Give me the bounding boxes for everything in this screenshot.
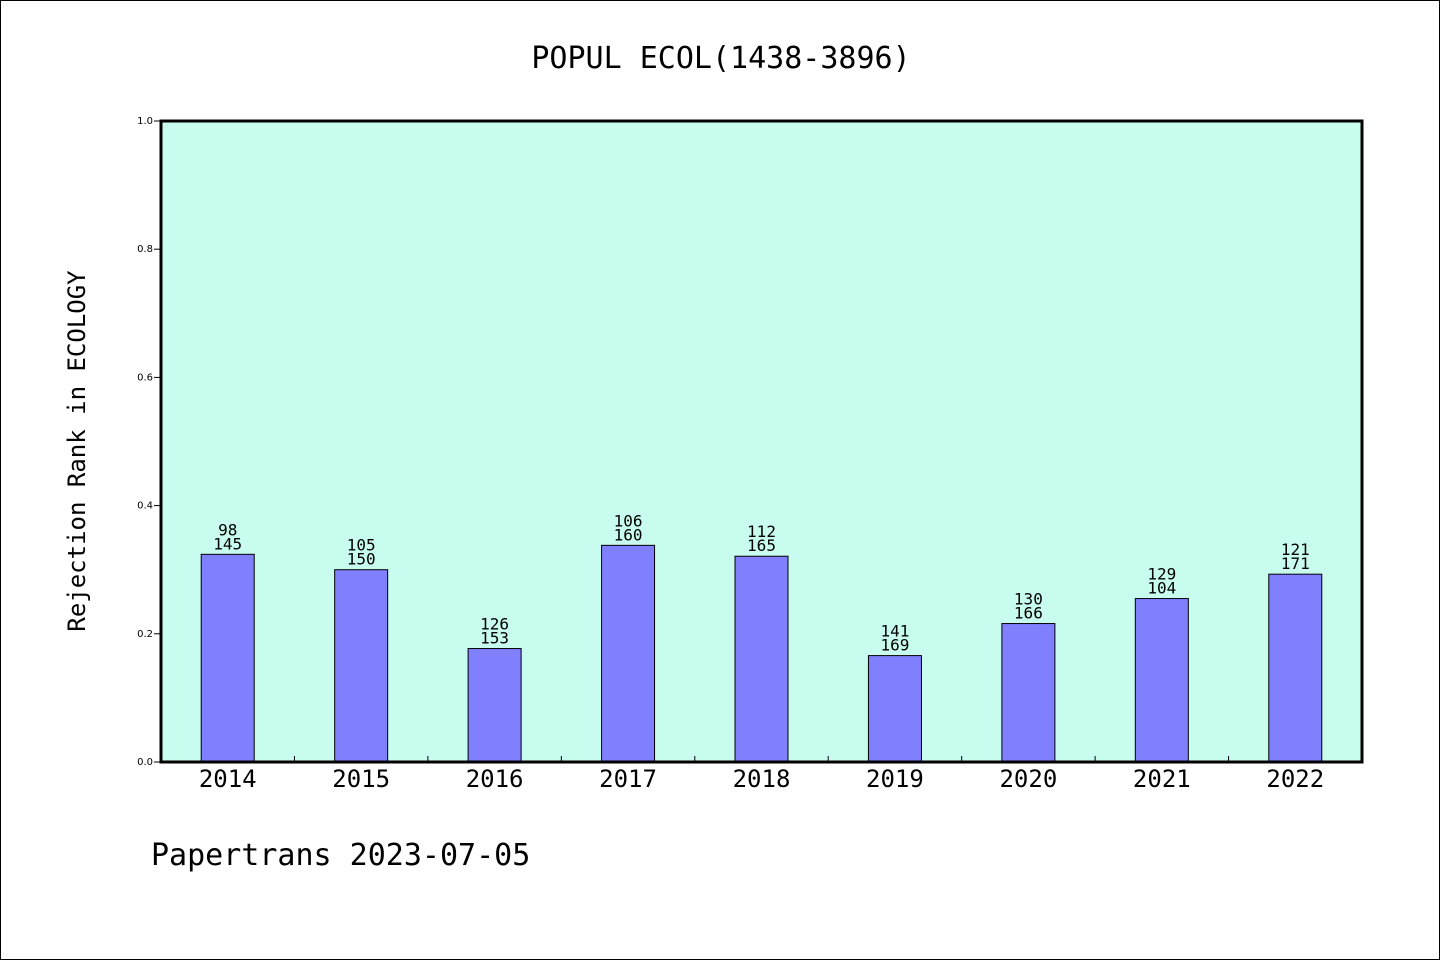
bars (200, 544, 1323, 763)
bar-2019 (867, 655, 922, 763)
bar-annotation-bottom: 104 (1147, 579, 1176, 598)
bar-2016 (467, 648, 522, 763)
bar-annotation-bottom: 169 (880, 636, 909, 655)
x-tick-label: 2016 (466, 765, 524, 793)
bar-annotation-top: 126 (480, 615, 509, 634)
y-tick-label: 0.4 (137, 501, 153, 512)
y-tick-label: 1.0 (137, 116, 153, 127)
x-tick-label: 2021 (1133, 765, 1191, 793)
chart-title: POPUL ECOL(1438-3896) (531, 41, 910, 76)
bar-2017 (601, 544, 656, 763)
bar-annotation-bottom: 166 (1014, 604, 1043, 623)
bar-annotation-top: 121 (1281, 540, 1310, 559)
y-tick-label: 0.6 (137, 372, 153, 383)
bar-2015 (334, 569, 389, 763)
bar-annotation-bottom: 153 (480, 629, 509, 648)
bar-annotation-top: 98 (218, 520, 237, 539)
y-tick-label: 0.8 (137, 244, 153, 255)
x-tick-label: 2022 (1266, 765, 1324, 793)
bar-annotation-top: 105 (347, 536, 376, 555)
bar-annotation-bottom: 160 (614, 525, 643, 544)
x-tick-label: 2018 (733, 765, 791, 793)
bar-2014 (200, 553, 255, 763)
bar-annotation-top: 141 (880, 622, 909, 641)
x-tick-label: 2020 (999, 765, 1057, 793)
x-tick-label: 2019 (866, 765, 924, 793)
y-tick-label: 0.0 (137, 757, 153, 768)
plot-border (159, 119, 1364, 764)
x-axis: 2014 2015 2016 2017 2018 2019 2020 2021 2022 (199, 756, 1324, 793)
y-axis: 0.0 0.2 0.4 0.6 0.8 1.0 (137, 116, 161, 768)
footer-text: Papertrans 2023-07-05 (151, 838, 530, 873)
bar-annotation-bottom: 165 (747, 536, 776, 555)
x-tick-label: 2015 (332, 765, 390, 793)
bar-annotation-bottom: 145 (213, 534, 242, 553)
bar-annotation-top: 129 (1147, 565, 1176, 584)
y-axis-label: Rejection Rank in ECOLOGY (63, 270, 91, 632)
bar-2018 (734, 555, 789, 763)
bar-2021 (1134, 598, 1189, 763)
bar-annotation-top: 130 (1014, 590, 1043, 609)
bar-annotation-bottom: 150 (347, 550, 376, 569)
bar-annotation-top: 112 (747, 522, 776, 541)
x-tick-label: 2017 (599, 765, 657, 793)
y-tick-label: 0.2 (137, 629, 153, 640)
bar-annotation-top: 106 (614, 511, 643, 530)
bar-2020 (1001, 623, 1056, 763)
bar-annotation-bottom: 171 (1281, 554, 1310, 573)
x-tick-label: 2014 (199, 765, 257, 793)
bar-2022 (1268, 573, 1323, 763)
